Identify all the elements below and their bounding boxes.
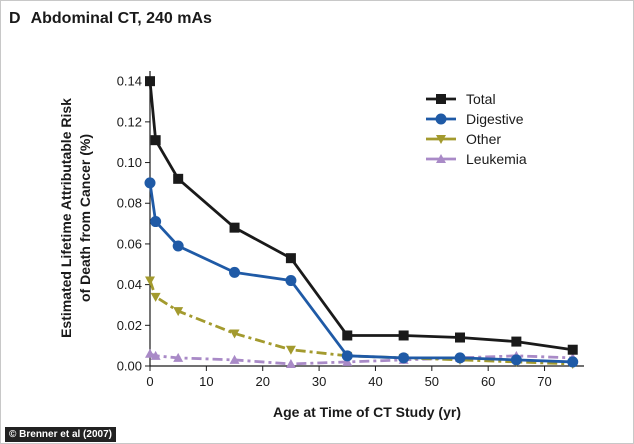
- line-chart: 0.00 0.02 0.04 0.06 0.08 0.10 0.12 0.14 0 10 20 30 4…: [58, 71, 584, 420]
- legend-item-total: Total: [426, 91, 496, 107]
- x-tick-label: 60: [481, 374, 495, 389]
- data-point-total: [455, 332, 465, 343]
- panel-letter: D: [9, 10, 21, 27]
- series-total: [145, 76, 578, 355]
- x-tick-label: 10: [199, 374, 213, 389]
- series-line-leukemia: [149, 352, 573, 366]
- legend-marker: [436, 135, 446, 144]
- data-point-leukemia: [150, 350, 161, 360]
- y-tick-label: 0.04: [117, 277, 142, 292]
- data-point-leukemia: [145, 348, 155, 358]
- data-point-total: [150, 135, 161, 146]
- data-point-total: [285, 253, 296, 264]
- data-point-digestive: [567, 356, 579, 368]
- data-point-total: [229, 222, 240, 233]
- y-tick-label: 0.06: [117, 236, 142, 251]
- y-tick-label: 0.08: [117, 196, 142, 211]
- data-point-total: [145, 76, 155, 87]
- y-tick-label: 0.12: [117, 114, 142, 129]
- legend-label: Other: [466, 131, 501, 147]
- legend-marker: [436, 154, 446, 163]
- legend-label: Digestive: [466, 111, 524, 127]
- y-axis-label-line1: Estimated Lifetime Attributable Risk: [58, 98, 74, 338]
- data-point-digestive: [341, 350, 353, 362]
- data-point-total: [398, 330, 409, 341]
- data-point-total: [567, 344, 578, 355]
- legend: Total Digestive Other Leukemia: [426, 91, 527, 167]
- data-point-other: [285, 345, 296, 355]
- series-line-other: [148, 280, 573, 366]
- data-point-digestive: [172, 240, 184, 252]
- legend-item-other: Other: [426, 131, 501, 147]
- series-layer: [144, 76, 579, 369]
- data-point-digestive: [150, 216, 162, 228]
- data-point-other: [173, 307, 184, 317]
- data-point-digestive: [454, 352, 466, 364]
- data-point-leukemia: [285, 358, 296, 368]
- data-point-digestive: [229, 266, 241, 278]
- legend-marker: [436, 94, 446, 104]
- legend-item-leukemia: Leukemia: [426, 151, 527, 167]
- x-tick-label: 50: [425, 374, 439, 389]
- legend-label: Leukemia: [466, 151, 527, 167]
- data-point-leukemia: [342, 356, 353, 366]
- data-point-total: [511, 336, 522, 347]
- image-credit: © Brenner et al (2007): [5, 427, 116, 442]
- x-tick-label: 0: [146, 374, 153, 389]
- series-digestive: [144, 177, 579, 368]
- legend-marker: [435, 113, 447, 125]
- series-line-digestive: [148, 182, 573, 364]
- panel-title-text: Abdominal CT, 240 mAs: [30, 10, 212, 27]
- data-point-total: [173, 173, 184, 184]
- y-tick-label: 0.10: [117, 155, 142, 170]
- y-tick-label: 0.00: [117, 359, 142, 374]
- data-point-digestive: [398, 352, 410, 364]
- data-point-other: [229, 329, 240, 339]
- data-point-other: [145, 276, 155, 286]
- legend-label: Total: [466, 91, 496, 107]
- y-tick-label: 0.02: [117, 318, 142, 333]
- data-point-digestive: [285, 275, 297, 287]
- y-axis-label-line2: of Death from Cancer (%): [77, 134, 93, 302]
- data-point-digestive: [510, 354, 522, 366]
- data-point-other: [150, 292, 161, 302]
- data-point-leukemia: [173, 352, 184, 362]
- x-tick-label: 30: [312, 374, 326, 389]
- x-tick-label: 40: [368, 374, 382, 389]
- x-tick-label: 70: [537, 374, 551, 389]
- legend-item-digestive: Digestive: [426, 111, 524, 127]
- data-point-digestive: [144, 177, 156, 189]
- series-line-total: [148, 81, 573, 352]
- y-tick-label: 0.14: [117, 74, 142, 89]
- panel-title: D Abdominal CT, 240 mAs: [9, 10, 212, 28]
- x-tick-label: 20: [255, 374, 269, 389]
- data-point-leukemia: [229, 354, 240, 364]
- data-point-total: [342, 330, 353, 341]
- x-axis-label: Age at Time of CT Study (yr): [273, 404, 461, 420]
